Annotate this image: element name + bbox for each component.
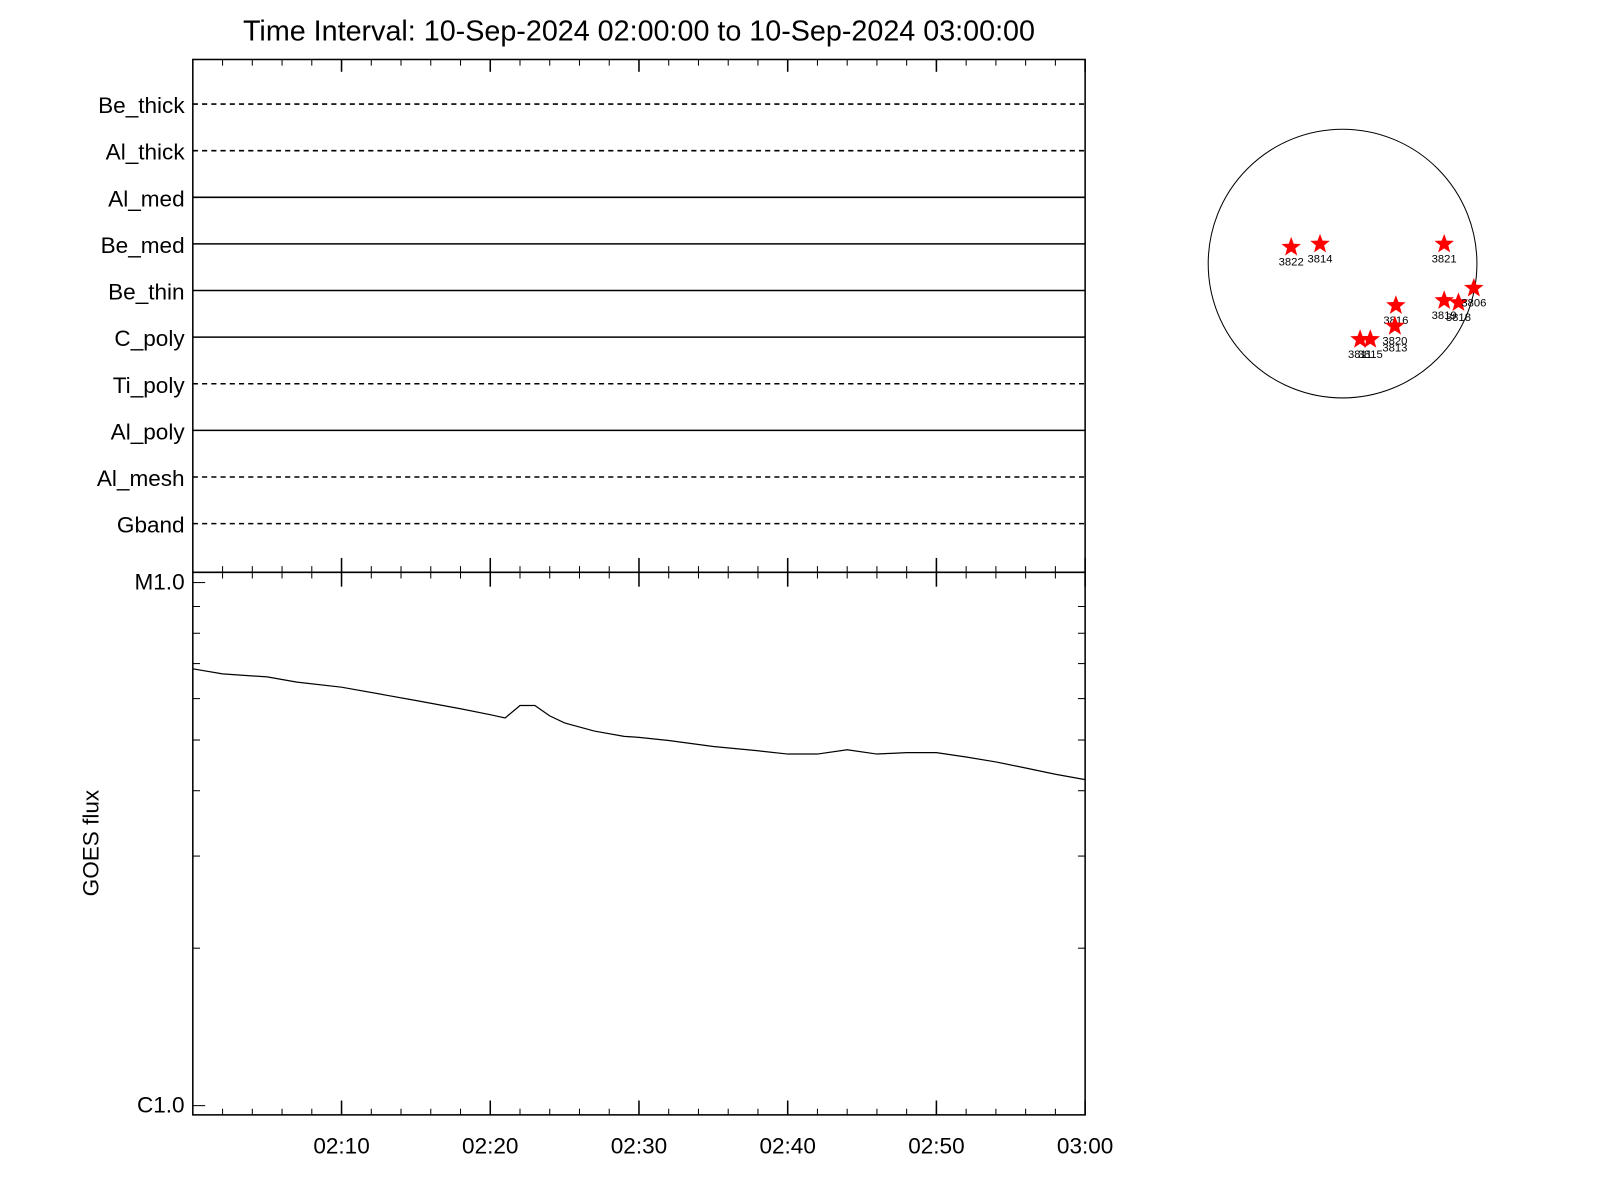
region-marker bbox=[1385, 315, 1405, 335]
row-label: C_poly bbox=[114, 326, 185, 351]
region-label: 3822 bbox=[1279, 257, 1304, 269]
row-label: Be_thick bbox=[98, 93, 185, 118]
row-label: Gband bbox=[117, 513, 185, 538]
flux-line bbox=[192, 668, 1086, 781]
row-label: Al_thick bbox=[106, 140, 186, 165]
y-axis-label: GOES flux bbox=[78, 789, 103, 896]
top-frame bbox=[192, 58, 1086, 574]
region-label: 3814 bbox=[1307, 254, 1332, 266]
row-label: Ti_poly bbox=[113, 373, 186, 398]
x-tick-label: 02:50 bbox=[908, 1134, 964, 1159]
region-marker bbox=[1448, 292, 1469, 311]
region-label: 3813 bbox=[1382, 343, 1407, 355]
row-label: Be_thin bbox=[108, 280, 184, 305]
x-tick-label: 02:20 bbox=[462, 1134, 518, 1159]
y-tick-label: C1.0 bbox=[137, 1093, 185, 1118]
region-marker bbox=[1464, 277, 1484, 297]
x-tick-label: 02:30 bbox=[611, 1134, 667, 1159]
region-label: 3821 bbox=[1432, 254, 1457, 266]
region-marker bbox=[1434, 233, 1454, 253]
region-marker bbox=[1281, 236, 1301, 256]
row-label: Al_med bbox=[108, 186, 184, 211]
row-label: Al_mesh bbox=[97, 466, 185, 491]
region-label: 3815 bbox=[1358, 349, 1383, 361]
region-marker bbox=[1310, 233, 1330, 253]
solar-disk bbox=[1207, 128, 1478, 399]
region-label: 3820 bbox=[1382, 336, 1407, 348]
region-label: 3811 bbox=[1348, 349, 1372, 361]
row-label: Be_med bbox=[101, 233, 185, 258]
x-tick-label: 02:40 bbox=[759, 1134, 815, 1159]
row-label: Al_poly bbox=[111, 419, 186, 444]
region-marker bbox=[1350, 329, 1370, 348]
x-tick-label: 02:10 bbox=[313, 1134, 369, 1159]
region-marker bbox=[1386, 295, 1406, 314]
bottom-frame bbox=[192, 571, 1086, 1116]
region-label: 3818 bbox=[1446, 312, 1471, 324]
region-marker bbox=[1360, 329, 1380, 348]
region-marker bbox=[1434, 290, 1454, 309]
region-label: 3806 bbox=[1461, 298, 1486, 310]
chart-title: Time Interval: 10-Sep-2024 02:00:00 to 1… bbox=[243, 15, 1035, 47]
y-tick-label: M1.0 bbox=[134, 570, 184, 595]
region-label: 3819 bbox=[1432, 310, 1457, 322]
x-tick-label: 03:00 bbox=[1057, 1134, 1113, 1159]
